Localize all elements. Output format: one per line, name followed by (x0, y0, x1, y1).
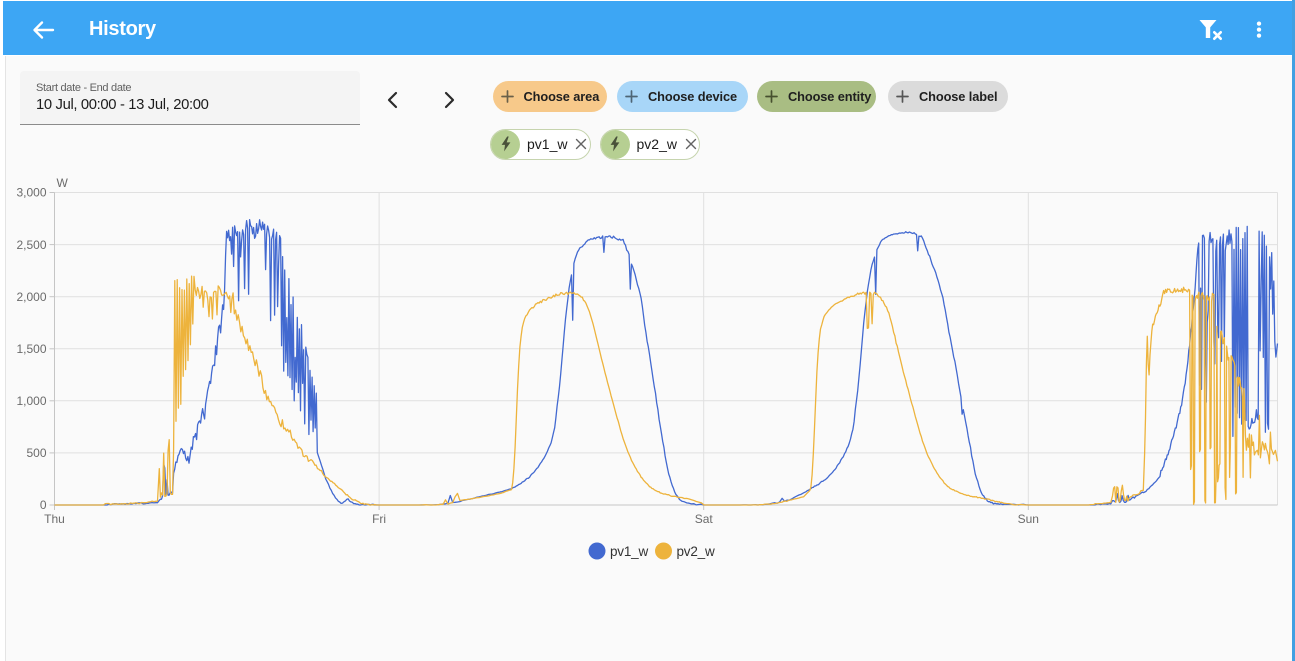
svg-text:2,000: 2,000 (16, 290, 46, 304)
svg-text:W: W (57, 176, 69, 190)
svg-text:0: 0 (40, 498, 47, 512)
svg-text:pv2_w: pv2_w (677, 544, 715, 559)
svg-text:1,000: 1,000 (16, 394, 46, 408)
svg-text:2,500: 2,500 (16, 238, 46, 252)
svg-text:pv1_w: pv1_w (610, 544, 648, 559)
svg-text:Fri: Fri (372, 512, 386, 526)
svg-text:3,000: 3,000 (16, 186, 46, 200)
svg-text:Thu: Thu (44, 512, 65, 526)
svg-text:Sun: Sun (1018, 512, 1039, 526)
svg-text:1,500: 1,500 (16, 342, 46, 356)
svg-text:500: 500 (26, 446, 46, 460)
svg-text:Sat: Sat (695, 512, 714, 526)
